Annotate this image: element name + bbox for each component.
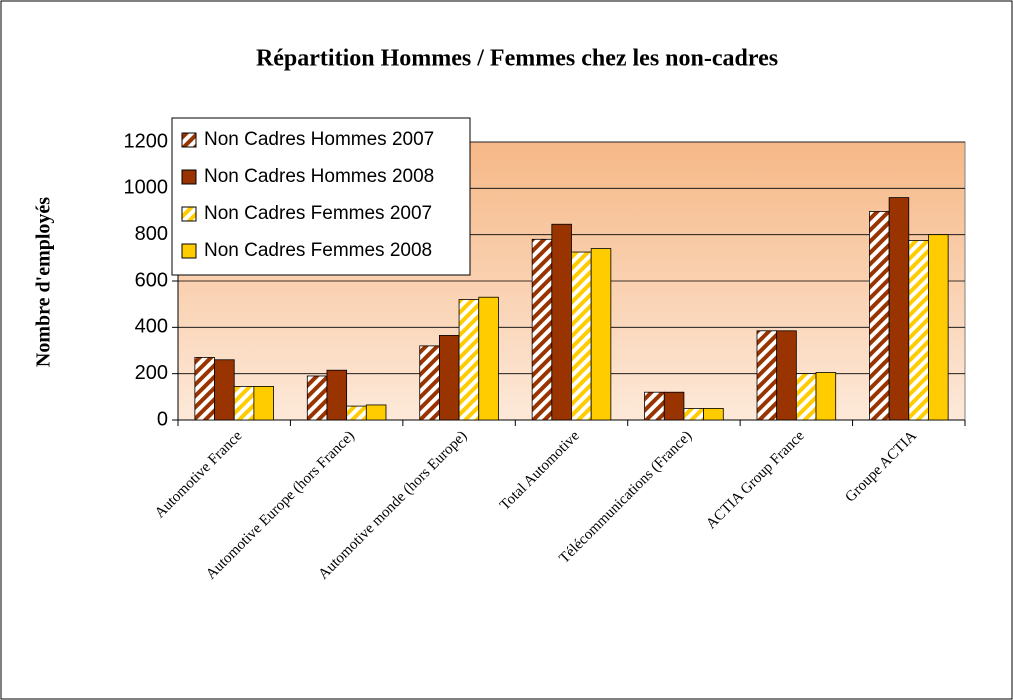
legend-swatch — [181, 169, 197, 185]
chart-title: Répartition Hommes / Femmes chez les non… — [256, 46, 778, 72]
bar — [233, 386, 255, 421]
y-tick-label: 1200 — [124, 130, 169, 152]
bar — [703, 408, 724, 421]
bar — [478, 296, 499, 421]
bar — [571, 251, 592, 421]
bar — [795, 373, 817, 421]
bar — [306, 375, 328, 421]
y-tick-label: 1000 — [124, 177, 169, 199]
bar — [869, 211, 890, 421]
bar — [663, 391, 685, 421]
bar — [253, 386, 274, 421]
bar — [214, 359, 235, 421]
bar — [194, 357, 215, 421]
y-tick-label: 0 — [157, 408, 168, 430]
y-tick-label: 800 — [135, 223, 168, 245]
bar — [908, 240, 929, 421]
bar — [438, 335, 460, 421]
bar — [776, 330, 797, 421]
bar — [815, 372, 837, 421]
legend-label: Non Cadres Hommes 2008 — [204, 166, 434, 187]
y-axis-label: Nombre d'employés — [33, 197, 55, 367]
legend — [171, 117, 471, 276]
legend-label: Non Cadres Femmes 2008 — [204, 240, 432, 261]
bar — [888, 197, 910, 421]
legend-label: Non Cadres Femmes 2007 — [204, 203, 432, 224]
legend-swatch — [181, 243, 197, 259]
bar — [326, 369, 348, 421]
bar — [756, 330, 778, 421]
y-tick-label: 200 — [135, 362, 168, 384]
y-tick-label: 600 — [135, 269, 168, 291]
bar — [551, 223, 572, 421]
bar — [458, 299, 480, 421]
bar — [928, 234, 949, 421]
bar — [644, 391, 665, 421]
legend-swatch — [181, 132, 197, 148]
legend-label: Non Cadres Hommes 2007 — [204, 129, 434, 150]
bar — [419, 345, 440, 421]
bar — [590, 248, 612, 421]
legend-swatch — [181, 206, 197, 222]
bar — [346, 405, 367, 421]
bar — [365, 404, 387, 421]
y-tick-label: 400 — [135, 316, 168, 338]
bar — [683, 408, 705, 421]
bar — [531, 238, 553, 421]
